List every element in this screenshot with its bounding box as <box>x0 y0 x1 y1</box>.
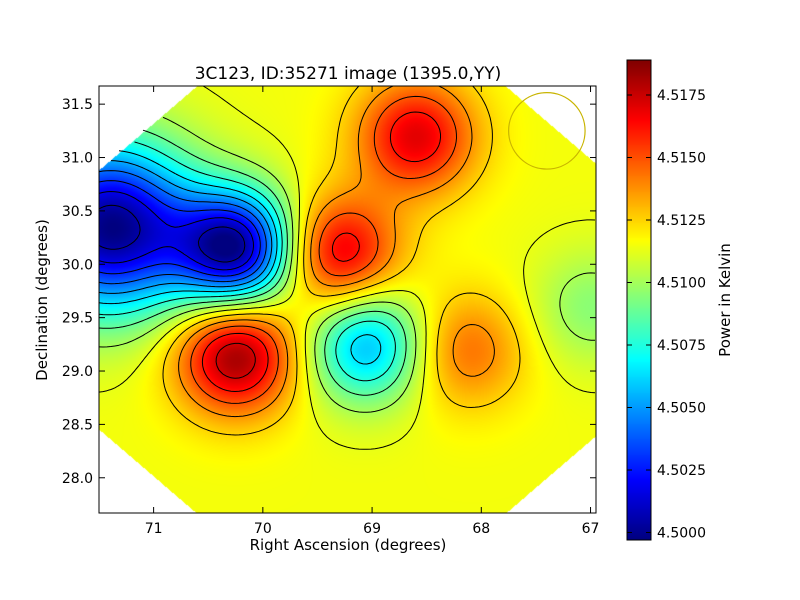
beam-marker-layer <box>508 92 586 170</box>
x-tick-label: 71 <box>145 521 163 537</box>
y-tick-label: 28.0 <box>62 471 93 487</box>
x-tick-label: 70 <box>254 521 272 537</box>
y-tick-label: 30.5 <box>62 204 93 220</box>
y-axis-ticks: 28.0 28.5 29.0 29.5 30.0 30.5 31.0 31.5 <box>62 97 596 487</box>
y-tick-label: 31.0 <box>62 151 93 167</box>
colorbar-tick-label: 4.5150 <box>657 151 706 167</box>
colorbar-gradient <box>627 60 651 540</box>
plot-title: 3C123, ID:35271 image (1395.0,YY) <box>195 64 502 84</box>
colorbar-label: Power in Kelvin <box>716 243 734 357</box>
contour-lines <box>98 85 596 450</box>
x-tick-label: 68 <box>472 521 490 537</box>
y-tick-label: 28.5 <box>62 417 93 433</box>
x-axis-label: Right Ascension (degrees) <box>250 536 447 554</box>
beam-circle-marker <box>508 92 586 170</box>
y-tick-label: 29.0 <box>62 364 93 380</box>
colorbar-ticks: 4.5000 4.5025 4.5050 4.5075 4.5100 4.5125 4.51… <box>627 88 706 542</box>
colorbar-frame <box>626 59 652 541</box>
colorbar-tick-label: 4.5075 <box>657 338 706 354</box>
x-tick-label: 69 <box>363 521 381 537</box>
y-tick-label: 31.5 <box>62 97 93 113</box>
plot-frame <box>98 85 597 514</box>
heatmap-image <box>99 86 596 513</box>
colorbar-tick-label: 4.5050 <box>657 401 706 417</box>
x-tick-label: 67 <box>582 521 600 537</box>
y-tick-label: 30.0 <box>62 257 93 273</box>
colorbar-tick-label: 4.5100 <box>657 276 706 292</box>
colorbar-tick-label: 4.5125 <box>657 213 706 229</box>
contour-path <box>98 85 596 450</box>
colorbar-tick-label: 4.5000 <box>657 526 706 542</box>
x-axis-ticks: 71 70 69 68 67 <box>145 86 600 537</box>
y-axis-label: Declination (degrees) <box>33 219 51 381</box>
colorbar-tick-label: 4.5175 <box>657 88 706 104</box>
colorbar-tick-label: 4.5025 <box>657 463 706 479</box>
y-tick-label: 29.5 <box>62 311 93 327</box>
